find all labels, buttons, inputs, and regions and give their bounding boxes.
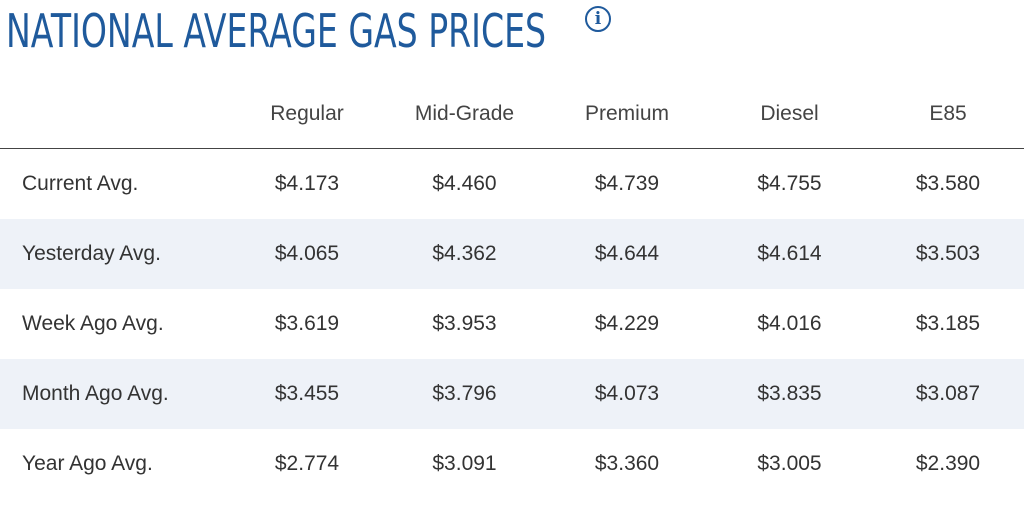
table-row: Yesterday Avg. $4.065 $4.362 $4.644 $4.6… — [0, 219, 1024, 289]
header-blank — [0, 80, 232, 149]
row-label: Week Ago Avg. — [22, 312, 164, 335]
price-cell: $4.739 — [594, 172, 660, 195]
header-diesel: Diesel — [707, 80, 872, 149]
header-mid-grade: Mid-Grade — [382, 80, 547, 149]
price-cell: $4.755 — [757, 172, 822, 195]
table-row: Year Ago Avg. $2.774 $3.091 $3.360 $3.00… — [0, 429, 1024, 499]
title-area: NATIONAL AVERAGE GAS PRICES — [6, 2, 756, 60]
price-cell: $4.016 — [757, 312, 822, 335]
price-cell: $3.087 — [872, 359, 1024, 429]
header-premium: Premium — [547, 80, 707, 149]
price-cell: $3.005 — [757, 452, 822, 475]
price-cell: $3.580 — [915, 172, 981, 195]
gas-price-table: Regular Mid-Grade Premium Diesel E85 Cur… — [0, 80, 1024, 499]
row-label: Year Ago Avg. — [22, 452, 153, 475]
price-cell: $4.460 — [432, 172, 497, 195]
header-e85: E85 — [872, 80, 1024, 149]
price-cell: $4.073 — [547, 359, 707, 429]
price-cell: $3.360 — [594, 452, 660, 475]
row-label: Yesterday Avg. — [0, 219, 232, 289]
price-cell: $3.796 — [382, 359, 547, 429]
table-row: Month Ago Avg. $3.455 $3.796 $4.073 $3.8… — [0, 359, 1024, 429]
price-cell: $3.503 — [872, 219, 1024, 289]
price-cell: $3.185 — [915, 312, 981, 335]
price-cell: $4.229 — [594, 312, 660, 335]
price-cell: $2.774 — [274, 452, 340, 475]
table-header-row: Regular Mid-Grade Premium Diesel E85 — [0, 80, 1024, 149]
info-icon[interactable]: i — [585, 6, 611, 32]
price-cell: $4.614 — [707, 219, 872, 289]
price-cell: $3.835 — [707, 359, 872, 429]
price-cell: $4.065 — [232, 219, 382, 289]
price-cell: $2.390 — [915, 452, 981, 475]
row-label: Current Avg. — [22, 172, 139, 195]
price-cell: $4.362 — [382, 219, 547, 289]
price-cell: $4.644 — [547, 219, 707, 289]
table-row: Current Avg. $4.173 $4.460 $4.739 $4.755… — [0, 149, 1024, 220]
table-row: Week Ago Avg. $3.619 $3.953 $4.229 $4.01… — [0, 289, 1024, 359]
page-title: NATIONAL AVERAGE GAS PRICES — [6, 4, 547, 58]
header-regular: Regular — [232, 80, 382, 149]
price-cell: $4.173 — [274, 172, 340, 195]
price-cell: $3.091 — [432, 452, 497, 475]
price-cell: $3.619 — [274, 312, 340, 335]
price-cell: $3.953 — [432, 312, 497, 335]
row-label: Month Ago Avg. — [0, 359, 232, 429]
price-cell: $3.455 — [232, 359, 382, 429]
